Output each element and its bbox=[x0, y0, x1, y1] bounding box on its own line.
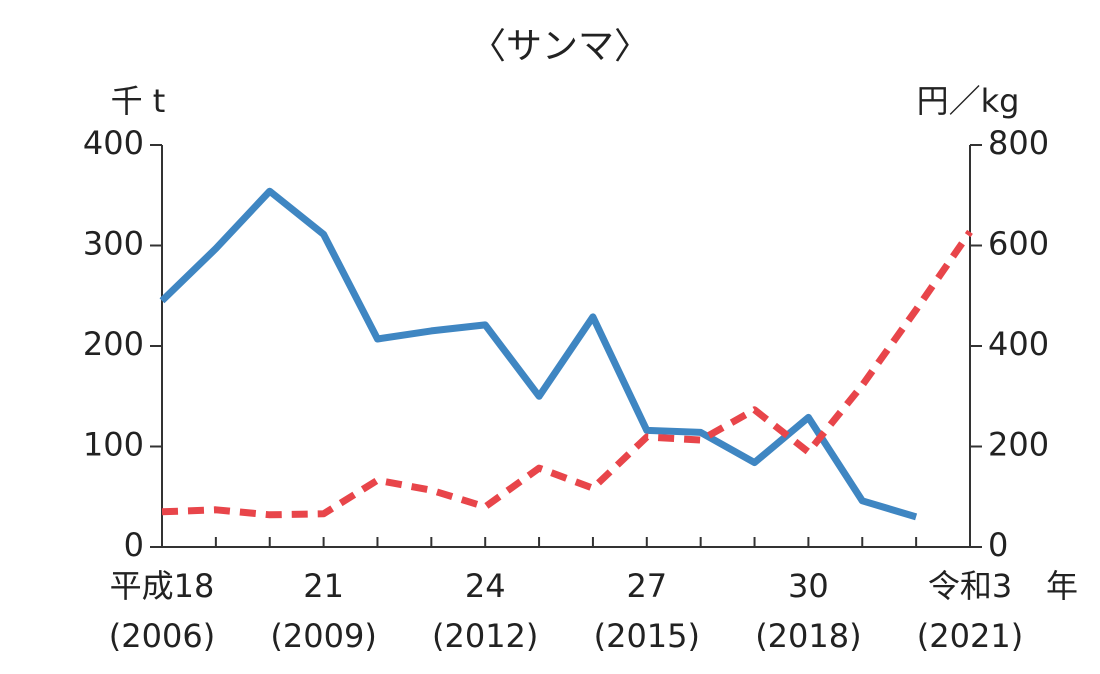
x-tick-label: 平成18 bbox=[110, 567, 215, 605]
x-axis-label: 年 bbox=[1046, 567, 1078, 605]
x-tick-label: (2009) bbox=[270, 617, 376, 655]
y2-tick-label: 800 bbox=[988, 124, 1049, 162]
y2-tick-label: 600 bbox=[988, 225, 1049, 263]
y-tick-label: 100 bbox=[83, 426, 144, 464]
y2-tick-label: 400 bbox=[988, 325, 1049, 363]
x-tick-label: (2012) bbox=[432, 617, 538, 655]
x-tick-label: (2015) bbox=[594, 617, 700, 655]
series-line bbox=[159, 187, 918, 521]
x-tick-label: (2018) bbox=[755, 617, 861, 655]
x-tick-label: 30 bbox=[788, 567, 829, 605]
x-tick-label: 27 bbox=[626, 567, 667, 605]
x-tick-label: 21 bbox=[303, 567, 344, 605]
y2-axis-label: 円／kg bbox=[917, 82, 1020, 120]
y-tick-label: 400 bbox=[83, 124, 144, 162]
x-tick-label: 24 bbox=[465, 567, 506, 605]
y-tick-label: 300 bbox=[83, 225, 144, 263]
chart-title: 〈サンマ〉 bbox=[470, 26, 650, 67]
y2-tick-label: 0 bbox=[988, 526, 1008, 564]
y2-tick-label: 200 bbox=[988, 426, 1049, 464]
y-tick-label: 200 bbox=[83, 325, 144, 363]
x-tick-label: (2006) bbox=[109, 617, 215, 655]
y-tick-label: 0 bbox=[124, 526, 144, 564]
y-axis-label: 千 t bbox=[111, 82, 166, 120]
x-tick-label: (2021) bbox=[917, 617, 1023, 655]
series-line bbox=[161, 229, 973, 519]
x-tick-label: 令和3 bbox=[928, 567, 1012, 605]
